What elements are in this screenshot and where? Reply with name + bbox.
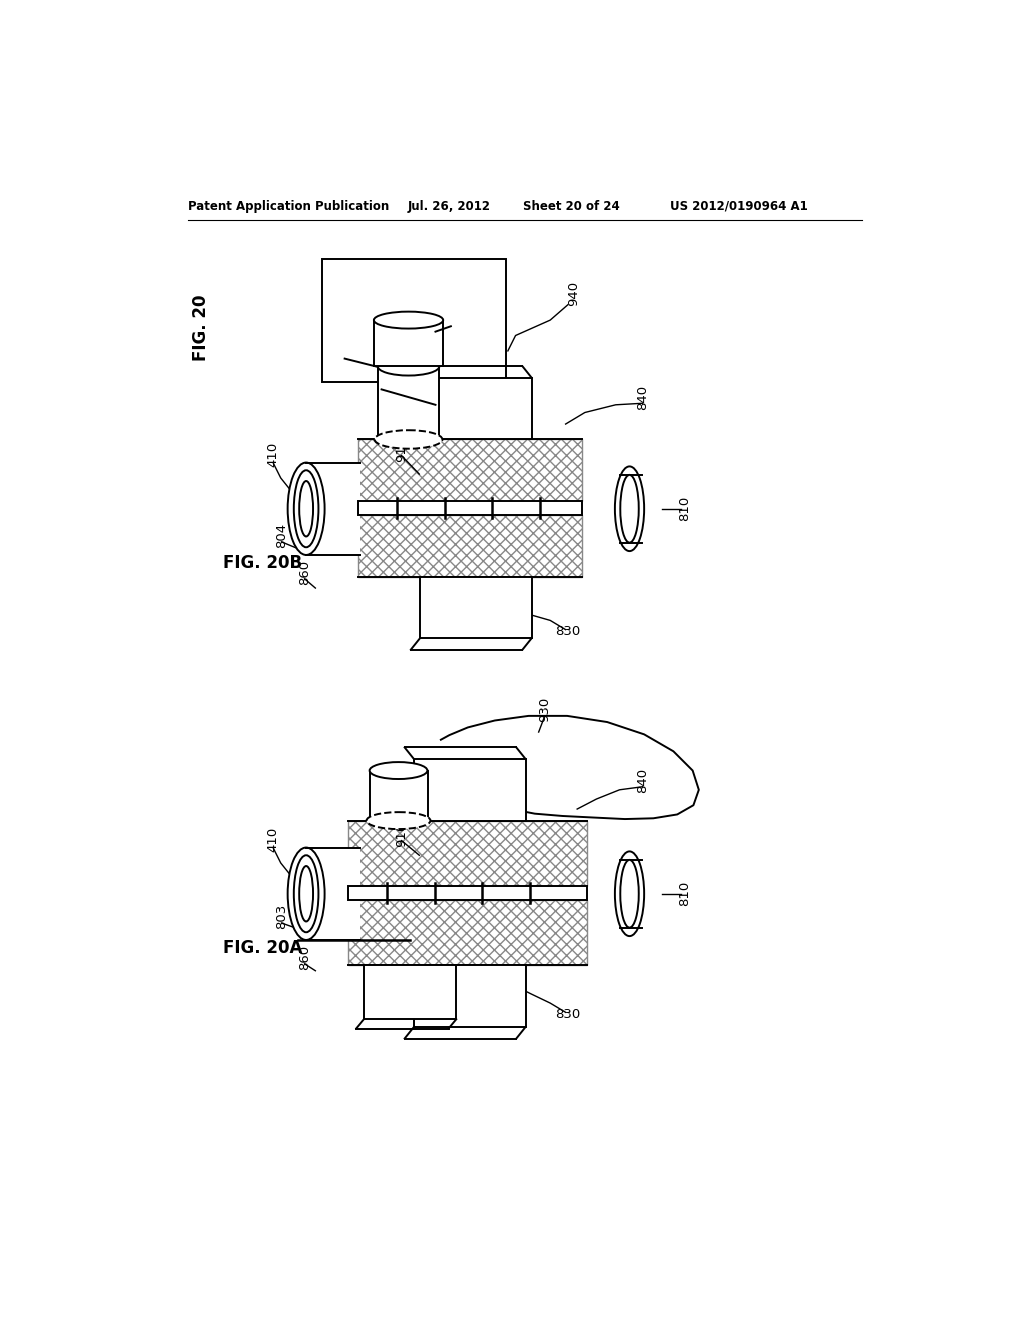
- Text: 910: 910: [395, 437, 409, 462]
- Text: Jul. 26, 2012: Jul. 26, 2012: [408, 199, 490, 213]
- Bar: [414, 759, 525, 821]
- Bar: [420, 577, 531, 638]
- Text: 830: 830: [555, 626, 581, 639]
- Text: Patent Application Publication: Patent Application Publication: [188, 199, 389, 213]
- Bar: [364, 965, 457, 1019]
- Ellipse shape: [374, 312, 443, 329]
- Bar: [374, 321, 443, 367]
- Bar: [358, 502, 582, 515]
- Text: 810: 810: [679, 496, 691, 521]
- Ellipse shape: [614, 466, 644, 552]
- Ellipse shape: [621, 475, 639, 543]
- Text: 860: 860: [298, 560, 311, 585]
- Bar: [358, 440, 582, 502]
- Text: 804: 804: [275, 523, 288, 548]
- Text: US 2012/0190964 A1: US 2012/0190964 A1: [670, 199, 807, 213]
- Text: 860: 860: [298, 945, 311, 970]
- Ellipse shape: [294, 470, 318, 548]
- Text: 803: 803: [275, 904, 288, 929]
- Bar: [348, 821, 587, 886]
- Bar: [414, 965, 525, 1027]
- Ellipse shape: [367, 812, 430, 829]
- Ellipse shape: [614, 851, 644, 936]
- Text: Sheet 20 of 24: Sheet 20 of 24: [523, 199, 620, 213]
- Ellipse shape: [288, 847, 325, 940]
- Text: FIG. 20B: FIG. 20B: [223, 553, 302, 572]
- Text: 920: 920: [457, 393, 470, 418]
- Text: 910: 910: [395, 822, 409, 847]
- Ellipse shape: [299, 480, 313, 536]
- Text: 830: 830: [555, 1008, 581, 1022]
- Bar: [370, 771, 428, 821]
- Text: 840: 840: [636, 768, 649, 793]
- Bar: [306, 847, 360, 940]
- Ellipse shape: [378, 356, 439, 376]
- Ellipse shape: [375, 430, 442, 449]
- Ellipse shape: [294, 855, 318, 932]
- Ellipse shape: [288, 462, 325, 554]
- Bar: [348, 886, 587, 900]
- Text: 870: 870: [422, 991, 447, 1005]
- Text: FIG. 20: FIG. 20: [193, 294, 210, 362]
- Bar: [420, 378, 531, 440]
- Bar: [358, 515, 582, 577]
- Text: 940: 940: [567, 281, 580, 306]
- Text: 410: 410: [266, 828, 280, 853]
- Text: FIG. 20A: FIG. 20A: [223, 939, 302, 957]
- Text: 920: 920: [399, 766, 413, 791]
- Text: 410: 410: [266, 442, 280, 467]
- Ellipse shape: [621, 859, 639, 928]
- Text: 810: 810: [679, 882, 691, 907]
- Text: 930: 930: [539, 697, 551, 722]
- Bar: [322, 259, 506, 381]
- Ellipse shape: [299, 866, 313, 921]
- Bar: [378, 367, 439, 440]
- Ellipse shape: [370, 762, 427, 779]
- Bar: [306, 462, 360, 554]
- Text: 840: 840: [636, 384, 649, 409]
- Bar: [348, 900, 587, 965]
